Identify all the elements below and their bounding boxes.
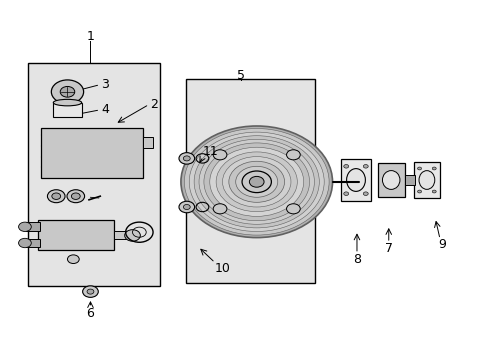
Circle shape	[286, 150, 300, 160]
Text: 5: 5	[236, 69, 244, 82]
Circle shape	[179, 201, 194, 213]
Circle shape	[343, 192, 348, 195]
Bar	[404, 175, 415, 185]
Circle shape	[417, 190, 421, 193]
Circle shape	[431, 190, 435, 193]
Circle shape	[19, 238, 31, 248]
Circle shape	[363, 192, 367, 195]
Text: 9: 9	[438, 238, 446, 251]
Text: 1: 1	[86, 30, 94, 42]
Circle shape	[179, 153, 194, 164]
Bar	[413, 162, 439, 198]
Bar	[41, 128, 143, 178]
Circle shape	[181, 126, 332, 238]
Circle shape	[71, 193, 80, 199]
Circle shape	[417, 167, 421, 170]
Text: 4: 4	[101, 103, 109, 116]
Circle shape	[189, 132, 324, 231]
Circle shape	[67, 190, 84, 203]
Circle shape	[199, 139, 314, 224]
Circle shape	[216, 152, 297, 212]
Bar	[143, 137, 153, 148]
Circle shape	[228, 161, 284, 202]
Text: 3: 3	[101, 78, 109, 91]
Circle shape	[52, 193, 61, 199]
Circle shape	[222, 157, 290, 207]
Text: 8: 8	[352, 253, 360, 266]
Ellipse shape	[346, 168, 365, 192]
Circle shape	[203, 143, 309, 221]
Ellipse shape	[53, 99, 81, 106]
Circle shape	[213, 204, 226, 214]
Text: 6: 6	[86, 307, 94, 320]
Ellipse shape	[418, 171, 434, 189]
Circle shape	[249, 176, 264, 187]
Bar	[38, 220, 114, 250]
Circle shape	[82, 286, 98, 297]
Circle shape	[286, 204, 300, 214]
Circle shape	[19, 222, 31, 231]
Bar	[26, 239, 40, 247]
Text: 11: 11	[202, 145, 218, 158]
Bar	[114, 231, 132, 239]
Text: 2: 2	[150, 98, 158, 111]
Bar	[26, 222, 40, 231]
Circle shape	[431, 167, 435, 170]
Circle shape	[209, 147, 303, 216]
Bar	[53, 103, 81, 117]
Circle shape	[184, 129, 328, 235]
Circle shape	[87, 289, 94, 294]
Bar	[28, 63, 160, 286]
Ellipse shape	[382, 171, 399, 189]
Text: 7: 7	[384, 242, 392, 255]
Circle shape	[124, 230, 140, 241]
Circle shape	[47, 190, 65, 203]
Bar	[340, 159, 370, 201]
Bar	[377, 163, 404, 197]
Circle shape	[67, 255, 79, 264]
Circle shape	[363, 165, 367, 168]
Circle shape	[60, 86, 75, 97]
Circle shape	[343, 165, 348, 168]
Circle shape	[235, 166, 277, 197]
Circle shape	[51, 80, 83, 104]
Circle shape	[183, 156, 190, 161]
Circle shape	[213, 150, 226, 160]
Circle shape	[242, 171, 271, 193]
Text: 10: 10	[214, 262, 230, 275]
Circle shape	[194, 136, 319, 228]
Circle shape	[183, 204, 190, 210]
Bar	[185, 79, 315, 283]
